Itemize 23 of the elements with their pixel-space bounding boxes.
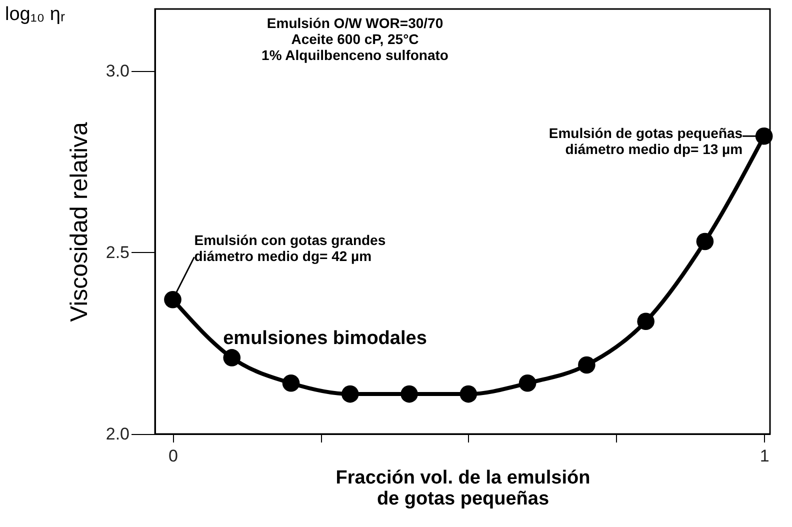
y-tick-label: 2.5 — [106, 242, 130, 262]
text: log₁₀ ηᵣ — [5, 4, 66, 25]
y-axis-title: Viscosidad relativa — [66, 122, 93, 322]
x-tick-label: 1 — [760, 446, 770, 466]
point — [578, 356, 596, 374]
point — [637, 312, 654, 330]
point — [696, 232, 714, 250]
y-tick-label: 2.0 — [106, 424, 130, 444]
point — [282, 374, 300, 392]
x-tick-label: 0 — [168, 446, 178, 466]
annotation: Emulsión con gotas grandes diámetro medio dg= 42 µm — [194, 232, 386, 264]
point — [460, 385, 478, 403]
annotation: Emulsión de gotas pequeñas diámetro medio dp= 13 µm — [548, 125, 743, 158]
point — [164, 290, 182, 308]
point — [400, 385, 418, 403]
x-axis-title: Fracción vol. de la emulsión de gotas pequeñas — [336, 468, 590, 510]
annotation: Emulsión O/W WOR=30/70 Aceite 600 cP, 25°C 1% Alquilbenceno sulfonato — [262, 15, 448, 63]
point — [223, 349, 241, 366]
point — [518, 374, 536, 392]
y-tick-label: 3.0 — [106, 61, 130, 80]
point — [755, 127, 773, 145]
annotation: emulsiones bimodales — [223, 328, 427, 349]
point — [341, 385, 359, 403]
